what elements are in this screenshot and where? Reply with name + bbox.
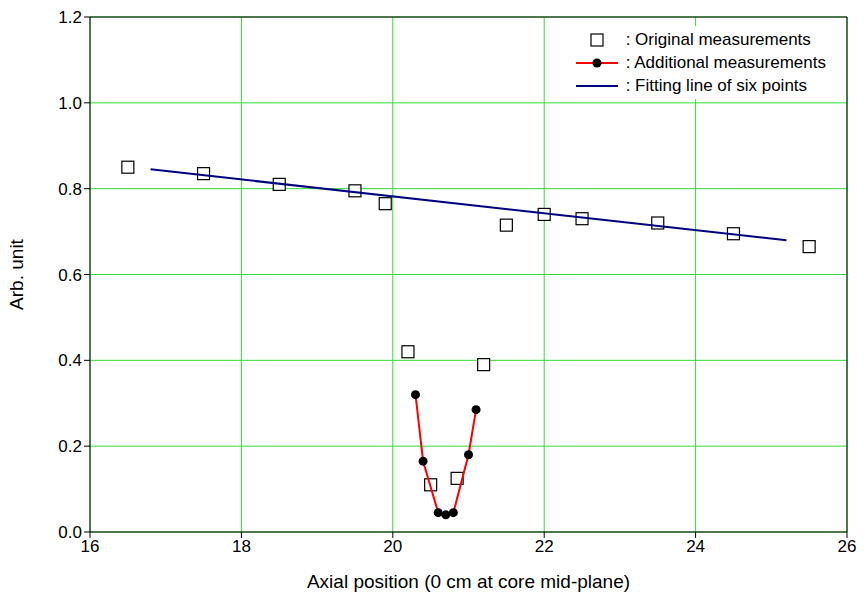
svg-text:18: 18 <box>232 537 251 556</box>
html-text:: Additional measurements: : Additional measurements <box>625 52 826 72</box>
svg-text:0.6: 0.6 <box>58 266 82 285</box>
svg-text:1.0: 1.0 <box>58 94 82 113</box>
svg-text:24: 24 <box>686 537 705 556</box>
svg-text:26: 26 <box>838 537 857 556</box>
svg-text:22: 22 <box>535 537 554 556</box>
svg-text:Axial position (0 cm at core m: Axial position (0 cm at core mid-plane) <box>307 571 630 592</box>
svg-text:1.2: 1.2 <box>58 8 82 27</box>
svg-text:0.8: 0.8 <box>58 180 82 199</box>
svg-text:0.2: 0.2 <box>58 437 82 456</box>
html-text:: Fitting line of six points: : Fitting line of six points <box>625 75 808 95</box>
svg-text:20: 20 <box>383 537 402 556</box>
html-text:: Original measurements: : Original measurements <box>625 29 811 49</box>
svg-text:0.4: 0.4 <box>58 351 82 370</box>
svg-text:16: 16 <box>81 537 100 556</box>
svg-text:0.0: 0.0 <box>58 523 82 542</box>
svg-text:Arb. unit: Arb. unit <box>6 238 27 309</box>
